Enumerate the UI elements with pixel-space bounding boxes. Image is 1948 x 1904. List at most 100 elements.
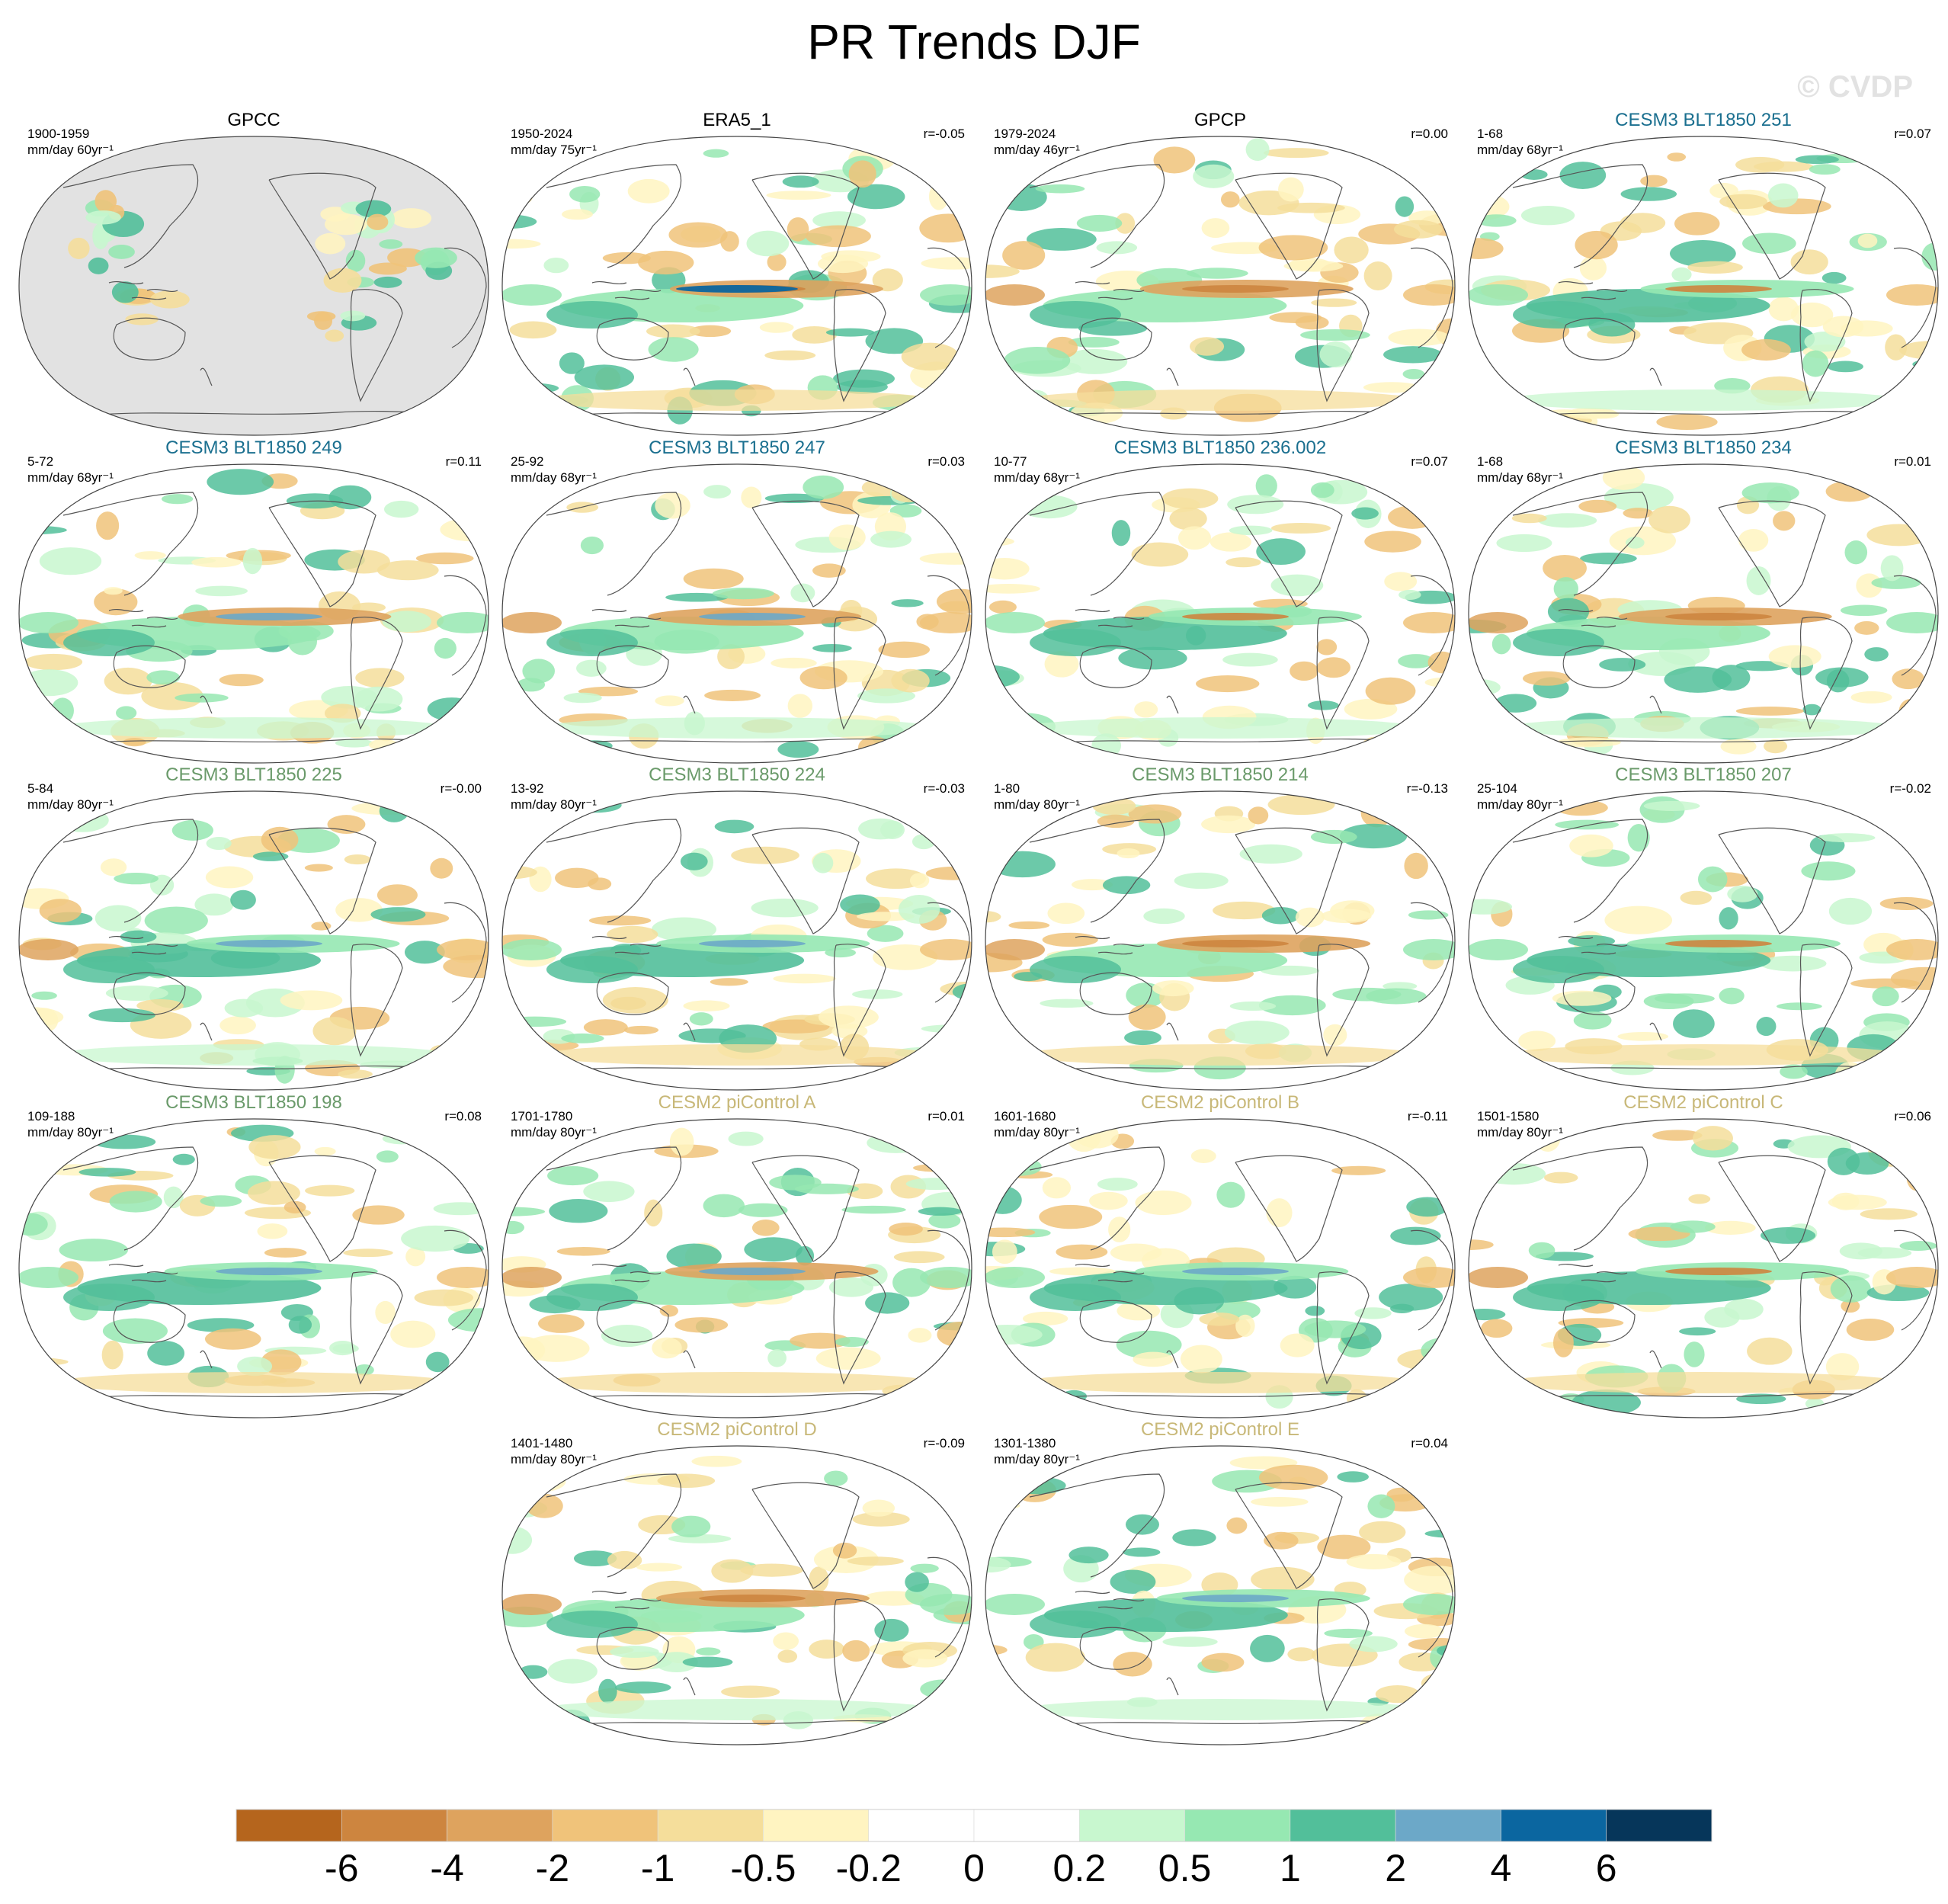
panel-title: CESM3 BLT1850 247 bbox=[649, 438, 825, 458]
map-panel: CESM2 piControl C 1501-1580 mm/day 80yr⁻¹ r… bbox=[1463, 1092, 1943, 1420]
map-plot bbox=[501, 1118, 972, 1418]
panel-period: 109-188 bbox=[27, 1109, 75, 1123]
map-field bbox=[985, 464, 1455, 763]
colorbar-segment bbox=[552, 1809, 658, 1842]
panel-period: 5-72 bbox=[27, 454, 54, 469]
map-field bbox=[502, 1446, 972, 1745]
panel-units: mm/day 80yr⁻¹ bbox=[511, 1452, 597, 1466]
map-outline bbox=[985, 463, 1456, 764]
panel-period: 1401-1480 bbox=[511, 1436, 573, 1450]
map-outline bbox=[501, 790, 972, 1091]
map-plot bbox=[985, 790, 1456, 1091]
map-outline bbox=[501, 463, 972, 764]
map-panel: CESM2 piControl A 1701-1780 mm/day 80yr⁻¹ r… bbox=[497, 1092, 977, 1420]
panel-period: 1501-1580 bbox=[1477, 1109, 1539, 1123]
colorbar-segment bbox=[1290, 1809, 1396, 1842]
map-outline bbox=[18, 136, 489, 436]
panel-period: 25-92 bbox=[511, 454, 544, 469]
coastlines bbox=[1512, 492, 1937, 745]
colorbar-segment bbox=[1606, 1809, 1713, 1842]
map-plot bbox=[501, 790, 972, 1091]
panel-correlation: r=-0.13 bbox=[1406, 781, 1448, 796]
map-outline bbox=[1468, 1118, 1939, 1418]
panel-title: GPCC bbox=[227, 110, 280, 130]
map-panel: CESM3 BLT1850 247 25-92 mm/day 68yr⁻¹ r=0.0… bbox=[497, 438, 977, 765]
map-field bbox=[19, 1119, 489, 1418]
colorbar-tick-label: -6 bbox=[325, 1847, 359, 1890]
colorbar-tick-label: 0.5 bbox=[1158, 1847, 1212, 1890]
map-outline bbox=[18, 790, 489, 1091]
colorbar-segment bbox=[341, 1809, 447, 1842]
map-field bbox=[19, 136, 489, 435]
map-panel: CESM3 BLT1850 198 109-188 mm/day 80yr⁻¹ r=0… bbox=[14, 1092, 494, 1420]
map-plot bbox=[501, 463, 972, 764]
colorbar-segment bbox=[1184, 1809, 1291, 1842]
colorbar-tick-label: 1 bbox=[1279, 1847, 1301, 1890]
map-panel: CESM3 BLT1850 207 25-104 mm/day 80yr⁻¹ r=-0… bbox=[1463, 764, 1943, 1092]
map-panel: CESM3 BLT1850 251 1-68 mm/day 68yr⁻¹ r=0.07 bbox=[1463, 110, 1943, 438]
panel-period: 13-92 bbox=[511, 781, 544, 796]
panel-title: CESM3 BLT1850 225 bbox=[165, 764, 342, 785]
map-field bbox=[502, 791, 972, 1090]
map-plot bbox=[1468, 1118, 1939, 1418]
map-outline bbox=[501, 136, 972, 436]
map-field bbox=[502, 464, 972, 763]
panel-correlation: r=0.00 bbox=[1411, 127, 1448, 141]
panel-title: CESM3 BLT1850 198 bbox=[165, 1092, 342, 1113]
panel-title: CESM2 piControl E bbox=[1140, 1419, 1300, 1440]
panel-title: CESM3 BLT1850 234 bbox=[1615, 438, 1792, 458]
panel-units: mm/day 68yr⁻¹ bbox=[27, 470, 114, 485]
map-field bbox=[1469, 464, 1938, 763]
map-plot bbox=[18, 790, 489, 1091]
panel-units: mm/day 80yr⁻¹ bbox=[1477, 1125, 1563, 1140]
map-field bbox=[502, 136, 972, 435]
coastlines bbox=[546, 1473, 970, 1726]
map-plot bbox=[985, 1118, 1456, 1418]
colorbar-tick-label: -1 bbox=[640, 1847, 675, 1890]
panel-title: CESM3 BLT1850 236.002 bbox=[1113, 438, 1327, 458]
map-panel: CESM3 BLT1850 234 1-68 mm/day 68yr⁻¹ r=0.01 bbox=[1463, 438, 1943, 765]
map-plot bbox=[18, 1118, 489, 1418]
panel-title: CESM3 BLT1850 224 bbox=[649, 764, 825, 785]
map-panel: CESM3 BLT1850 224 13-92 mm/day 80yr⁻¹ r=-0.… bbox=[497, 764, 977, 1092]
map-outline bbox=[1468, 790, 1939, 1091]
panel-title: CESM2 piControl D bbox=[657, 1419, 817, 1440]
colorbar-tick-label: -2 bbox=[535, 1847, 570, 1890]
map-outline bbox=[1468, 463, 1939, 764]
panel-correlation: r=0.03 bbox=[928, 454, 965, 469]
colorbar-segment bbox=[447, 1809, 553, 1842]
map-field bbox=[1469, 791, 1938, 1090]
panel-period: 1601-1680 bbox=[994, 1109, 1056, 1123]
colorbar-frame bbox=[235, 1809, 1713, 1842]
panel-units: mm/day 46yr⁻¹ bbox=[994, 143, 1080, 157]
panel-units: mm/day 80yr⁻¹ bbox=[1477, 797, 1563, 812]
panel-units: mm/day 68yr⁻¹ bbox=[1477, 143, 1563, 157]
colorbar-tick-label: 0.2 bbox=[1052, 1847, 1107, 1890]
colorbar-tick-label: -0.5 bbox=[730, 1847, 796, 1890]
map-panel: CESM3 BLT1850 249 5-72 mm/day 68yr⁻¹ r=0.11 bbox=[14, 438, 494, 765]
map-panel: ERA5_1 1950-2024 mm/day 75yr⁻¹ r=-0.05 bbox=[497, 110, 977, 438]
map-outline bbox=[1468, 136, 1939, 436]
map-panel: CESM3 BLT1850 236.002 10-77 mm/day 68yr⁻¹ r… bbox=[980, 438, 1460, 765]
map-panel: GPCP 1979-2024 mm/day 46yr⁻¹ r=0.00 bbox=[980, 110, 1460, 438]
panel-correlation: r=0.01 bbox=[1894, 454, 1931, 469]
panel-period: 5-84 bbox=[27, 781, 54, 796]
panel-title: ERA5_1 bbox=[703, 110, 771, 130]
panel-units: mm/day 68yr⁻¹ bbox=[1477, 470, 1563, 485]
map-plot bbox=[1468, 463, 1939, 764]
map-plot bbox=[985, 136, 1456, 436]
panel-correlation: r=-0.02 bbox=[1889, 781, 1931, 796]
panel-period: 10-77 bbox=[994, 454, 1027, 469]
map-outline bbox=[501, 1118, 972, 1418]
panel-title: GPCP bbox=[1193, 110, 1246, 130]
panel-period: 1900-1959 bbox=[27, 127, 90, 141]
colorbar-tick-label: 0 bbox=[963, 1847, 985, 1890]
panel-period: 1-80 bbox=[994, 781, 1020, 796]
colorbar-tick-label: -0.2 bbox=[835, 1847, 902, 1890]
colorbar-segment bbox=[868, 1809, 975, 1842]
colorbar-tick-label: 4 bbox=[1490, 1847, 1512, 1890]
map-panel: CESM3 BLT1850 214 1-80 mm/day 80yr⁻¹ r=-0.1… bbox=[980, 764, 1460, 1092]
colorbar-tick-label: 2 bbox=[1385, 1847, 1407, 1890]
map-plot bbox=[985, 463, 1456, 764]
colorbar-tick-label: -4 bbox=[430, 1847, 464, 1890]
